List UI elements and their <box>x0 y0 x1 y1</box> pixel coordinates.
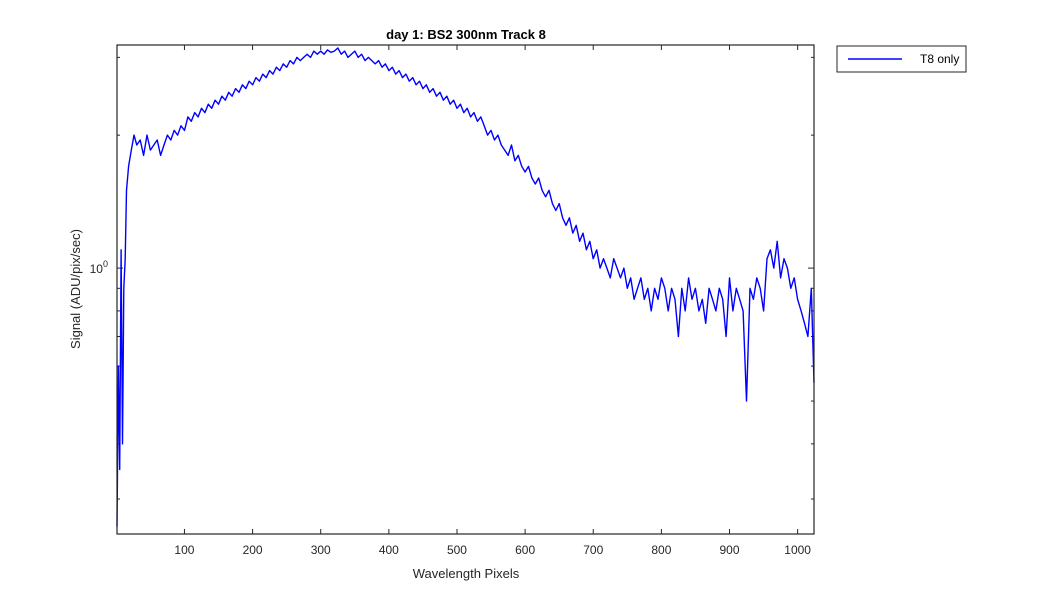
plot-area <box>117 45 814 534</box>
legend[interactable]: T8 only <box>836 45 967 73</box>
x-tick-label: 800 <box>651 543 671 557</box>
series-layer <box>116 47 815 527</box>
x-axis-label: Wavelength Pixels <box>413 566 520 581</box>
axes-box <box>116 44 815 535</box>
x-tick-label: 400 <box>379 543 399 557</box>
x-tick-label: 900 <box>719 543 739 557</box>
x-axis-ticks: 100 200 300 400 500 600 700 800 900 1000 <box>174 45 811 557</box>
legend-label: T8 only <box>920 52 959 66</box>
x-tick-label: 300 <box>311 543 331 557</box>
x-tick-label: 500 <box>447 543 467 557</box>
x-tick-label: 1000 <box>784 543 811 557</box>
x-tick-label: 700 <box>583 543 603 557</box>
x-tick-label: 200 <box>243 543 263 557</box>
x-tick-label: 600 <box>515 543 535 557</box>
y-axis-label: Signal (ADU/pix/sec) <box>68 229 83 349</box>
x-tick-label: 100 <box>174 543 194 557</box>
chart-title: day 1: BS2 300nm Track 8 <box>386 27 546 42</box>
series-line <box>116 47 815 527</box>
y-tick-label: 100 <box>90 259 108 276</box>
